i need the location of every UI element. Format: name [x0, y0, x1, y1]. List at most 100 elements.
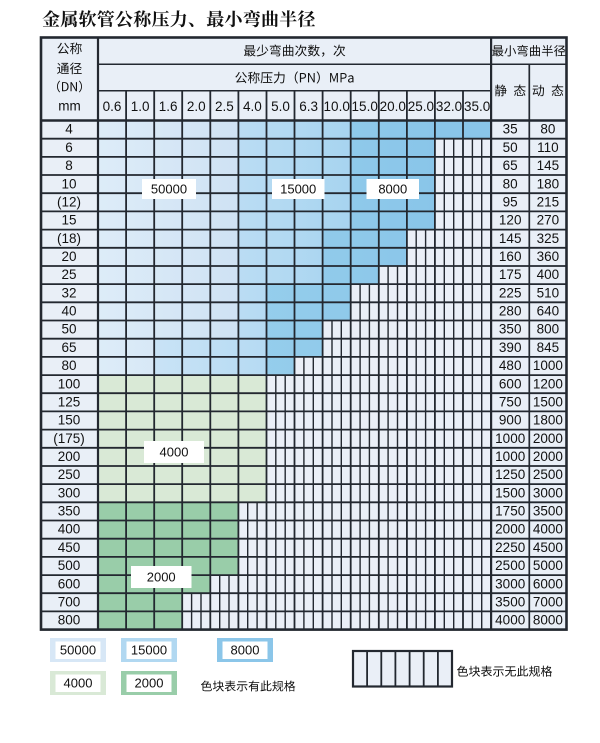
svg-text:280: 280 [499, 304, 522, 319]
svg-text:640: 640 [537, 304, 560, 319]
svg-text:(12): (12) [57, 195, 81, 210]
svg-text:25: 25 [61, 267, 76, 282]
svg-text:2000: 2000 [147, 570, 176, 585]
svg-text:25.0: 25.0 [408, 99, 434, 114]
svg-text:15: 15 [61, 213, 76, 228]
svg-text:700: 700 [58, 595, 81, 610]
svg-text:50000: 50000 [151, 182, 187, 197]
svg-text:150: 150 [58, 413, 81, 428]
svg-text:50000: 50000 [60, 643, 96, 658]
svg-text:mm: mm [58, 99, 81, 114]
svg-text:7000: 7000 [533, 595, 563, 610]
svg-text:8000: 8000 [533, 613, 563, 628]
svg-text:32.0: 32.0 [436, 99, 462, 114]
svg-text:2000: 2000 [135, 676, 164, 691]
svg-text:120: 120 [499, 213, 522, 228]
svg-text:8000: 8000 [231, 643, 260, 658]
svg-text:1000: 1000 [495, 449, 525, 464]
svg-text:360: 360 [537, 249, 560, 264]
svg-text:750: 750 [499, 395, 522, 410]
svg-text:6: 6 [65, 140, 73, 155]
svg-text:125: 125 [58, 395, 81, 410]
svg-text:15.0: 15.0 [352, 99, 378, 114]
svg-text:2.0: 2.0 [187, 99, 206, 114]
svg-text:(175): (175) [53, 431, 85, 446]
svg-text:1500: 1500 [533, 395, 563, 410]
svg-text:145: 145 [537, 158, 560, 173]
svg-text:6000: 6000 [533, 576, 563, 591]
svg-text:(18): (18) [57, 231, 81, 246]
svg-text:2250: 2250 [495, 540, 525, 555]
svg-text:6.3: 6.3 [299, 99, 318, 114]
svg-text:1500: 1500 [495, 485, 525, 500]
svg-text:100: 100 [58, 376, 81, 391]
svg-text:800: 800 [58, 613, 81, 628]
svg-text:2000: 2000 [533, 431, 563, 446]
svg-text:600: 600 [499, 376, 522, 391]
svg-text:145: 145 [499, 231, 522, 246]
svg-text:10.0: 10.0 [324, 99, 350, 114]
svg-text:400: 400 [58, 522, 81, 537]
svg-text:3500: 3500 [495, 595, 525, 610]
svg-text:215: 215 [537, 195, 560, 210]
svg-text:15000: 15000 [131, 643, 167, 658]
svg-text:110: 110 [537, 140, 559, 155]
svg-text:800: 800 [537, 322, 560, 337]
svg-text:175: 175 [499, 267, 522, 282]
svg-text:10: 10 [61, 176, 76, 191]
svg-text:180: 180 [537, 176, 560, 191]
svg-text:510: 510 [537, 285, 560, 300]
svg-text:35.0: 35.0 [464, 99, 490, 114]
svg-text:1250: 1250 [495, 467, 525, 482]
svg-text:80: 80 [503, 176, 518, 191]
svg-text:1750: 1750 [495, 504, 525, 519]
svg-text:1200: 1200 [533, 376, 563, 391]
svg-text:600: 600 [58, 576, 81, 591]
svg-text:50: 50 [61, 322, 76, 337]
svg-text:270: 270 [537, 213, 560, 228]
svg-text:80: 80 [61, 358, 76, 373]
svg-text:480: 480 [499, 358, 522, 373]
svg-text:450: 450 [58, 540, 81, 555]
svg-text:8: 8 [65, 158, 73, 173]
svg-text:1000: 1000 [495, 431, 525, 446]
svg-text:4000: 4000 [533, 522, 563, 537]
svg-text:325: 325 [537, 231, 560, 246]
svg-text:35: 35 [503, 122, 518, 137]
svg-text:15000: 15000 [280, 182, 316, 197]
svg-text:160: 160 [499, 249, 522, 264]
svg-text:4000: 4000 [160, 445, 189, 460]
svg-text:2500: 2500 [533, 467, 563, 482]
svg-text:3500: 3500 [533, 504, 563, 519]
svg-text:20.0: 20.0 [380, 99, 406, 114]
svg-text:65: 65 [503, 158, 518, 173]
svg-text:400: 400 [537, 267, 560, 282]
svg-text:40: 40 [61, 304, 76, 319]
svg-text:50: 50 [503, 140, 518, 155]
svg-text:80: 80 [540, 122, 555, 137]
svg-text:32: 32 [61, 285, 76, 300]
svg-text:390: 390 [499, 340, 522, 355]
svg-text:350: 350 [58, 504, 81, 519]
svg-text:95: 95 [503, 195, 518, 210]
svg-text:200: 200 [58, 449, 81, 464]
svg-text:250: 250 [58, 467, 81, 482]
svg-text:900: 900 [499, 413, 522, 428]
svg-text:4: 4 [65, 122, 73, 137]
svg-text:2.5: 2.5 [215, 99, 234, 114]
svg-text:500: 500 [58, 558, 81, 573]
svg-text:300: 300 [58, 485, 81, 500]
svg-text:65: 65 [61, 340, 76, 355]
svg-text:20: 20 [61, 249, 76, 264]
svg-text:5.0: 5.0 [271, 99, 290, 114]
svg-text:4000: 4000 [64, 676, 93, 691]
svg-text:4000: 4000 [495, 613, 525, 628]
svg-text:2500: 2500 [495, 558, 525, 573]
svg-text:225: 225 [499, 285, 522, 300]
svg-text:3000: 3000 [533, 485, 563, 500]
svg-text:0.6: 0.6 [103, 99, 122, 114]
svg-text:350: 350 [499, 322, 522, 337]
svg-text:1000: 1000 [533, 358, 563, 373]
svg-text:5000: 5000 [533, 558, 563, 573]
svg-text:4500: 4500 [533, 540, 563, 555]
